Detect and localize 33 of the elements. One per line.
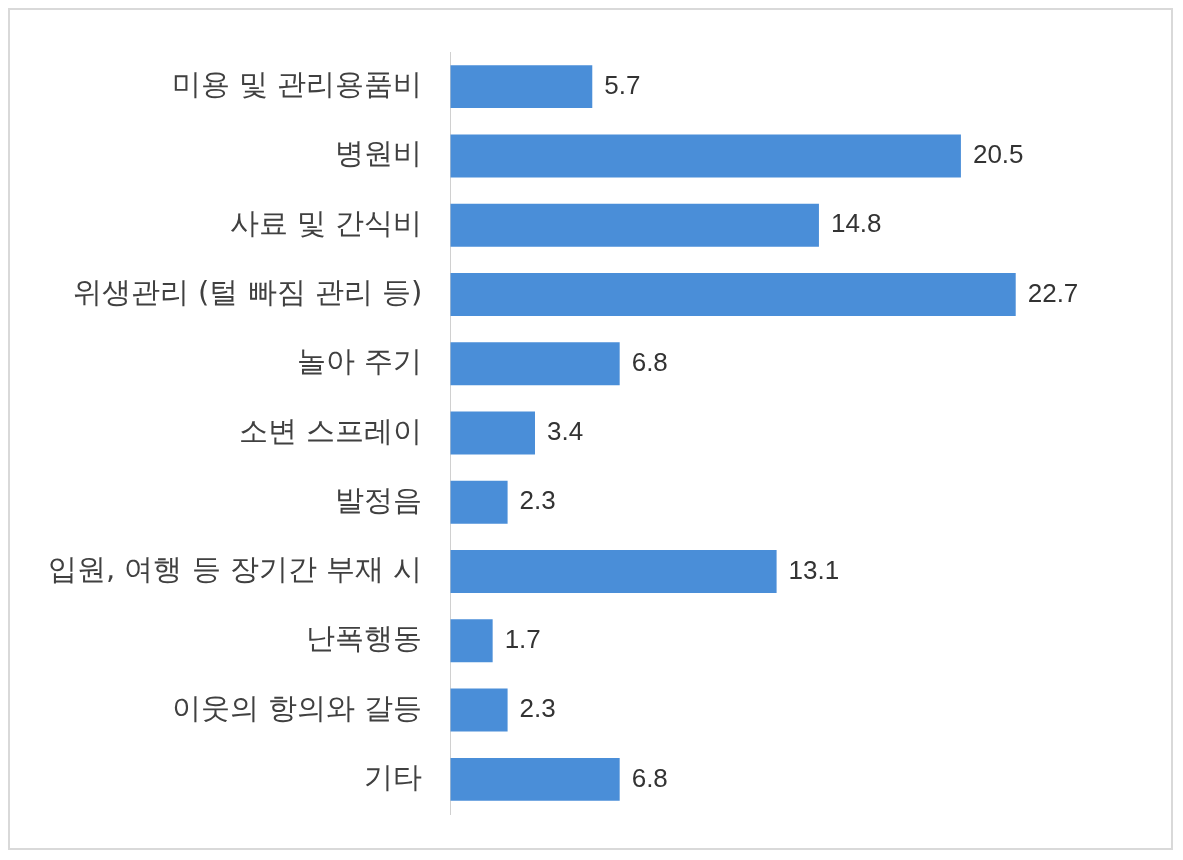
bar	[450, 342, 620, 386]
bar	[450, 411, 535, 455]
y-tick-label: 난폭행동	[306, 621, 423, 656]
y-tick-label: 입원, 여행 등 장기간 부재 시	[48, 552, 423, 587]
bar	[450, 480, 508, 524]
data-label: 6.8	[631, 346, 668, 377]
bar	[450, 550, 777, 594]
y-tick-label: 미용 및 관리용품비	[171, 67, 423, 102]
data-label: 2.3	[519, 693, 556, 724]
data-label: 5.7	[604, 69, 641, 100]
bar	[450, 757, 620, 801]
data-label: 13.1	[788, 554, 840, 585]
bar	[450, 619, 493, 663]
y-tick-label: 사료 및 간식비	[229, 205, 423, 240]
bar	[450, 65, 593, 109]
bar	[450, 134, 961, 178]
data-label: 2.3	[519, 485, 556, 516]
data-label: 22.7	[1027, 277, 1079, 308]
data-label: 20.5	[972, 139, 1024, 170]
bar	[450, 203, 819, 247]
data-label: 6.8	[631, 762, 668, 793]
bar	[450, 688, 508, 732]
y-tick-label: 발정음	[335, 482, 423, 517]
data-label: 3.4	[547, 416, 584, 447]
y-tick-label: 소변 스프레이	[239, 413, 423, 448]
y-tick-label: 기타	[364, 759, 423, 794]
y-tick-label: 놀아 주기	[297, 344, 423, 379]
y-tick-label: 위생관리 (털 빠짐 관리 등)	[72, 274, 423, 309]
y-tick-label: 이웃의 항의와 갈등	[171, 690, 423, 725]
y-tick-label: 병원비	[335, 136, 423, 171]
data-label: 14.8	[830, 208, 882, 239]
data-label: 1.7	[504, 623, 541, 654]
bar	[450, 272, 1016, 316]
